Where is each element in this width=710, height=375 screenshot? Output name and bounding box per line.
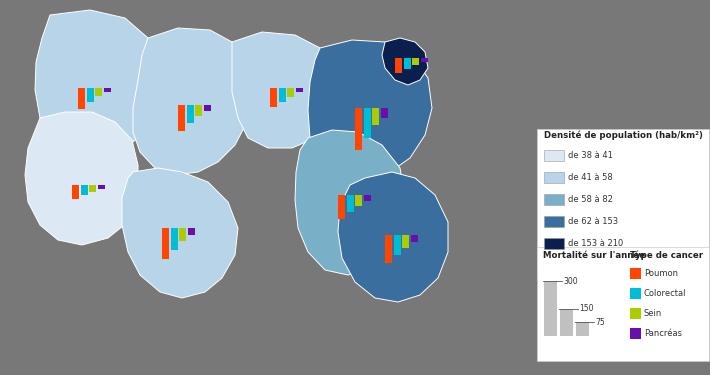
Bar — [162, 228, 169, 259]
Text: de 41 à 58: de 41 à 58 — [568, 172, 613, 182]
Polygon shape — [250, 275, 340, 375]
Bar — [420, 58, 427, 62]
Text: Type de cancer: Type de cancer — [630, 251, 703, 260]
Polygon shape — [25, 112, 138, 245]
Bar — [576, 322, 589, 336]
Bar — [104, 88, 111, 93]
Bar — [187, 105, 194, 123]
Polygon shape — [90, 0, 240, 18]
Text: Mortalité sur l'année: Mortalité sur l'année — [543, 251, 645, 260]
Bar — [270, 88, 277, 107]
Bar — [402, 235, 409, 248]
FancyBboxPatch shape — [537, 247, 709, 361]
Polygon shape — [340, 278, 420, 375]
Bar — [395, 58, 402, 73]
Bar — [403, 58, 410, 69]
Bar — [630, 288, 641, 299]
Text: 150: 150 — [579, 304, 594, 313]
Bar — [412, 58, 419, 65]
Bar — [78, 88, 85, 109]
Polygon shape — [110, 295, 178, 375]
Text: Densité de population (hab/km²): Densité de population (hab/km²) — [544, 130, 703, 140]
Bar — [178, 105, 185, 131]
Bar — [544, 238, 564, 249]
Bar — [278, 88, 285, 102]
Polygon shape — [35, 10, 158, 158]
Polygon shape — [315, 0, 440, 52]
Bar — [80, 185, 87, 195]
Text: de 58 à 82: de 58 à 82 — [568, 195, 613, 204]
Text: Pancréas: Pancréas — [644, 328, 682, 338]
Polygon shape — [488, 202, 580, 375]
Bar — [364, 108, 371, 138]
Bar — [346, 195, 354, 212]
Bar — [372, 108, 379, 125]
Polygon shape — [420, 252, 510, 375]
Bar — [355, 195, 362, 206]
Bar — [560, 309, 573, 336]
Bar — [170, 228, 178, 250]
Text: de 62 à 153: de 62 à 153 — [568, 216, 618, 225]
Polygon shape — [308, 40, 432, 178]
Bar — [630, 268, 641, 279]
Polygon shape — [382, 38, 428, 85]
Bar — [544, 216, 564, 227]
Polygon shape — [295, 130, 405, 275]
Text: de 153 à 210: de 153 à 210 — [568, 238, 623, 248]
Bar — [72, 185, 79, 199]
Polygon shape — [122, 168, 238, 298]
Bar — [87, 88, 94, 102]
Bar — [204, 105, 210, 111]
Polygon shape — [440, 0, 710, 375]
Bar — [544, 172, 564, 183]
Text: Poumon: Poumon — [644, 268, 678, 278]
Polygon shape — [235, 0, 315, 32]
Bar — [287, 88, 294, 97]
Bar — [95, 88, 102, 96]
Text: 300: 300 — [563, 276, 578, 285]
Bar — [187, 228, 195, 235]
Bar — [393, 235, 400, 255]
Bar — [179, 228, 186, 241]
Bar — [295, 88, 302, 93]
Polygon shape — [175, 302, 250, 375]
Bar — [630, 328, 641, 339]
Text: Sein: Sein — [644, 309, 662, 318]
Polygon shape — [133, 28, 252, 175]
Polygon shape — [232, 32, 340, 148]
Polygon shape — [460, 0, 710, 280]
Text: de 38 à 41: de 38 à 41 — [568, 150, 613, 159]
Bar — [630, 308, 641, 319]
Bar — [338, 195, 345, 219]
Bar — [385, 235, 392, 264]
Polygon shape — [0, 0, 710, 12]
Bar — [544, 281, 557, 336]
Polygon shape — [28, 228, 110, 375]
Bar — [364, 195, 371, 201]
Polygon shape — [338, 172, 448, 302]
Polygon shape — [0, 175, 45, 375]
Bar — [195, 105, 202, 116]
Bar — [544, 194, 564, 205]
Bar — [381, 108, 388, 118]
Bar — [97, 185, 104, 189]
Bar — [544, 150, 564, 161]
Text: Colorectal: Colorectal — [644, 288, 687, 297]
FancyBboxPatch shape — [537, 129, 709, 279]
Bar — [410, 235, 417, 242]
Polygon shape — [0, 0, 38, 165]
Text: 75: 75 — [595, 318, 605, 327]
Polygon shape — [0, 165, 8, 270]
Bar — [355, 108, 362, 150]
Bar — [89, 185, 96, 192]
